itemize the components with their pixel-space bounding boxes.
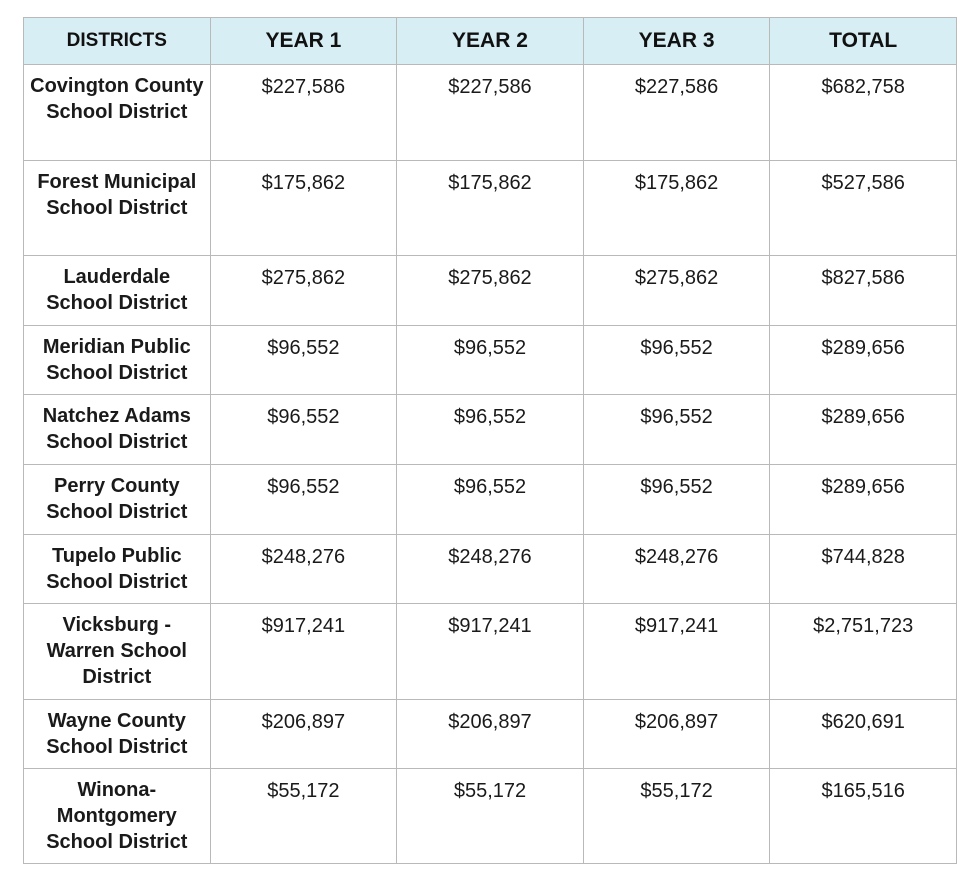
table-row: Covington County School District $227,586… xyxy=(23,64,957,161)
amount-cell: $527,586 xyxy=(769,160,957,256)
amount-cell: $55,172 xyxy=(582,768,771,864)
amount-cell: $682,758 xyxy=(769,64,957,161)
amount-cell: $827,586 xyxy=(769,255,957,326)
amount-cell: $2,751,723 xyxy=(769,603,957,700)
amount-cell: $917,241 xyxy=(582,603,771,700)
amount-cell: $96,552 xyxy=(396,464,584,535)
amount-cell: $289,656 xyxy=(769,394,957,465)
amount-cell: $175,862 xyxy=(582,160,771,256)
amount-cell: $206,897 xyxy=(396,699,584,769)
amount-cell: $275,862 xyxy=(396,255,584,326)
header-cell: YEAR 2 xyxy=(396,17,584,65)
amount-cell: $917,241 xyxy=(396,603,584,700)
table-row: Wayne County School District $206,897 $206… xyxy=(23,699,957,769)
district-name: Perry County School District xyxy=(23,464,211,535)
header-cell: DISTRICTS xyxy=(23,17,211,65)
amount-cell: $248,276 xyxy=(209,534,398,604)
amount-cell: $227,586 xyxy=(209,64,398,161)
amount-cell: $917,241 xyxy=(209,603,398,700)
district-name: Meridian Public School District xyxy=(23,325,211,395)
district-name: Natchez Adams School District xyxy=(23,394,211,465)
district-name: Wayne County School District xyxy=(23,699,211,769)
amount-cell: $96,552 xyxy=(396,394,584,465)
table-row: Forest Municipal School District $175,862… xyxy=(23,160,957,256)
amount-cell: $55,172 xyxy=(209,768,398,864)
amount-cell: $96,552 xyxy=(582,394,771,465)
table-row: Vicksburg - Warren School District $917,2… xyxy=(23,603,957,700)
header-cell: YEAR 3 xyxy=(582,17,771,65)
amount-cell: $620,691 xyxy=(769,699,957,769)
amount-cell: $96,552 xyxy=(209,394,398,465)
amount-cell: $289,656 xyxy=(769,325,957,395)
district-name: Covington County School District xyxy=(23,64,211,161)
amount-cell: $289,656 xyxy=(769,464,957,535)
amount-cell: $227,586 xyxy=(582,64,771,161)
district-name: Vicksburg - Warren School District xyxy=(23,603,211,700)
table-row: Lauderdale School District $275,862 $275,8… xyxy=(23,255,957,326)
table-row: Perry County School District $96,552 $96,5… xyxy=(23,464,957,535)
table-row: Natchez Adams School District $96,552 $96,… xyxy=(23,394,957,465)
table-row: Tupelo Public School District $248,276 $24… xyxy=(23,534,957,604)
amount-cell: $96,552 xyxy=(582,325,771,395)
header-cell: TOTAL xyxy=(769,17,957,65)
district-name: Winona-Montgomery School District xyxy=(23,768,211,864)
district-name: Tupelo Public School District xyxy=(23,534,211,604)
table-row: Winona-Montgomery School District $55,172… xyxy=(23,768,957,864)
districts-table: DISTRICTS YEAR 1 YEAR 2 YEAR 3 TOTAL Covingt… xyxy=(23,17,957,864)
amount-cell: $275,862 xyxy=(582,255,771,326)
amount-cell: $206,897 xyxy=(209,699,398,769)
amount-cell: $165,516 xyxy=(769,768,957,864)
table-row: Meridian Public School District $96,552 $9… xyxy=(23,325,957,395)
amount-cell: $227,586 xyxy=(396,64,584,161)
amount-cell: $96,552 xyxy=(396,325,584,395)
amount-cell: $175,862 xyxy=(396,160,584,256)
amount-cell: $96,552 xyxy=(209,325,398,395)
amount-cell: $744,828 xyxy=(769,534,957,604)
amount-cell: $248,276 xyxy=(582,534,771,604)
district-name: Lauderdale School District xyxy=(23,255,211,326)
amount-cell: $96,552 xyxy=(582,464,771,535)
amount-cell: $206,897 xyxy=(582,699,771,769)
amount-cell: $275,862 xyxy=(209,255,398,326)
header-row: DISTRICTS YEAR 1 YEAR 2 YEAR 3 TOTAL xyxy=(23,17,957,65)
header-cell: YEAR 1 xyxy=(209,17,398,65)
district-name: Forest Municipal School District xyxy=(23,160,211,256)
amount-cell: $175,862 xyxy=(209,160,398,256)
amount-cell: $96,552 xyxy=(209,464,398,535)
amount-cell: $248,276 xyxy=(396,534,584,604)
amount-cell: $55,172 xyxy=(396,768,584,864)
